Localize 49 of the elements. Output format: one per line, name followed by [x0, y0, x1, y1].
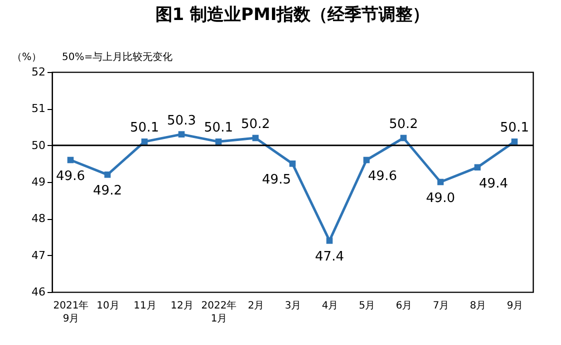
y-tick-label: 48 [32, 212, 46, 226]
data-label: 47.4 [315, 250, 344, 265]
y-tick-label: 47 [32, 248, 46, 262]
data-label: 50.1 [204, 120, 233, 136]
data-label: 50.1 [500, 120, 529, 136]
point [437, 178, 444, 186]
x-tick-label: 12月 [170, 300, 194, 312]
point [252, 134, 259, 142]
x-tick-label: 11月 [134, 300, 156, 312]
point [289, 160, 296, 167]
data-label: 50.2 [389, 117, 418, 132]
point [178, 131, 185, 138]
x-tick-label: 3月 [284, 300, 302, 312]
data-label: 49.6 [56, 169, 85, 184]
point [67, 156, 74, 164]
point [215, 138, 222, 145]
y-tick-label: 51 [32, 102, 46, 116]
x-tick-label: 4月 [322, 300, 338, 312]
point [104, 172, 111, 178]
y-tick-label: 52 [32, 66, 46, 78]
data-label: 49.0 [426, 191, 455, 206]
chart-title: 图1 制造业PMI指数（经季节调整） [155, 5, 430, 25]
point [511, 138, 518, 145]
y-tick-label: 46 [32, 286, 46, 298]
x-tick-label: 2021年 9月 [53, 300, 89, 324]
point [474, 164, 481, 170]
x-tick-label: 2月 [248, 300, 264, 312]
x-tick-label: 5月 [358, 300, 376, 312]
data-label: 49.4 [479, 176, 508, 192]
x-tick-label: 9月 [506, 300, 524, 312]
point [363, 156, 370, 164]
y-axis-title: （%） [12, 52, 42, 63]
data-label: 49.2 [93, 184, 122, 199]
x-tick-label: 7月 [432, 300, 450, 312]
data-label: 49.6 [368, 169, 397, 184]
point [326, 238, 333, 244]
text: 50%=与上月比较无变化 [62, 51, 173, 63]
data-label: 50.3 [167, 113, 196, 128]
point [141, 138, 148, 145]
data-label: 50.1 [130, 120, 159, 136]
data-label: 49.5 [262, 172, 291, 188]
x-tick-label: 10月 [96, 300, 120, 312]
x-tick-label: 8月 [470, 300, 486, 312]
data-label: 50.2 [241, 117, 270, 132]
x-tick-label: 2022年 1月 [201, 300, 237, 324]
y-tick-label: 49 [32, 176, 46, 188]
point [400, 134, 407, 142]
y-tick-label: 50 [32, 138, 46, 152]
x-tick-label: 6月 [396, 300, 412, 312]
